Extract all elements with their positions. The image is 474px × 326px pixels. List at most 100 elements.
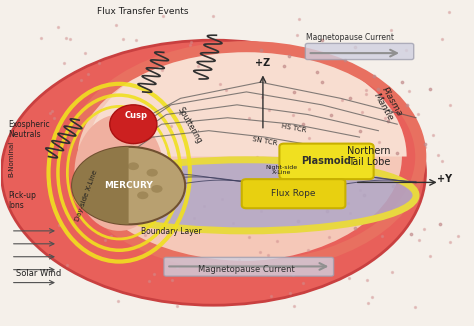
Point xyxy=(191,215,198,221)
Point xyxy=(246,116,253,121)
Point xyxy=(422,141,429,146)
Point xyxy=(345,201,352,206)
Point xyxy=(158,67,166,72)
Point xyxy=(167,209,175,215)
Point xyxy=(337,144,345,149)
Text: Day-side X-Line: Day-side X-Line xyxy=(74,170,98,222)
Text: HS TCR: HS TCR xyxy=(281,123,307,133)
Point xyxy=(120,123,128,128)
Point xyxy=(421,145,428,150)
Point xyxy=(379,215,387,221)
Point xyxy=(264,253,272,258)
Point xyxy=(378,158,386,163)
Point xyxy=(402,47,410,52)
Point xyxy=(217,82,224,87)
Point xyxy=(401,113,409,118)
Point xyxy=(194,63,202,68)
Point xyxy=(316,55,324,60)
Point xyxy=(336,152,343,157)
Point xyxy=(55,24,62,29)
Point xyxy=(245,234,252,240)
FancyBboxPatch shape xyxy=(242,179,346,208)
Point xyxy=(256,250,264,255)
Point xyxy=(335,204,343,209)
Ellipse shape xyxy=(1,40,426,305)
Point xyxy=(114,128,121,133)
Wedge shape xyxy=(72,147,128,224)
Point xyxy=(447,102,454,107)
Point xyxy=(37,35,45,40)
Point xyxy=(287,290,294,296)
Point xyxy=(280,64,288,69)
Point xyxy=(108,234,115,239)
Circle shape xyxy=(104,195,116,202)
Text: Cusp: Cusp xyxy=(124,111,147,120)
Point xyxy=(368,295,376,300)
Circle shape xyxy=(146,169,158,177)
Point xyxy=(338,98,346,103)
Point xyxy=(323,209,330,214)
Point xyxy=(173,264,181,270)
Point xyxy=(356,188,363,193)
Point xyxy=(210,13,217,19)
Point xyxy=(60,60,67,65)
Text: Flux Transfer Events: Flux Transfer Events xyxy=(97,7,189,16)
Point xyxy=(73,98,81,103)
Point xyxy=(384,118,392,124)
Point xyxy=(258,95,265,100)
Point xyxy=(68,116,75,121)
Text: Night-side
X-Line: Night-side X-Line xyxy=(266,165,298,175)
Point xyxy=(389,183,396,188)
Point xyxy=(403,102,410,108)
Point xyxy=(378,233,386,238)
Point xyxy=(360,193,368,198)
Circle shape xyxy=(151,185,163,193)
Point xyxy=(290,89,297,95)
Point xyxy=(351,225,359,230)
Point xyxy=(81,51,89,56)
Circle shape xyxy=(128,162,139,170)
Ellipse shape xyxy=(72,52,402,261)
Point xyxy=(44,180,52,185)
Text: Magnetopause Current: Magnetopause Current xyxy=(306,33,394,42)
Point xyxy=(346,96,354,101)
Point xyxy=(164,104,172,109)
Point xyxy=(445,9,452,15)
Text: Magnetopause Current: Magnetopause Current xyxy=(198,264,295,274)
Point xyxy=(393,151,401,156)
Point xyxy=(187,39,195,44)
Point xyxy=(370,73,377,78)
Text: MERCURY: MERCURY xyxy=(104,181,153,190)
Text: Plasma
Mantle: Plasma Mantle xyxy=(371,85,404,123)
Point xyxy=(405,89,412,94)
Point xyxy=(342,57,349,62)
Text: Flux Rope: Flux Rope xyxy=(271,189,316,198)
Text: +Y: +Y xyxy=(437,174,452,185)
Point xyxy=(159,156,167,162)
Point xyxy=(398,80,406,85)
FancyBboxPatch shape xyxy=(164,258,334,276)
Point xyxy=(411,304,419,309)
Circle shape xyxy=(72,147,185,224)
Point xyxy=(219,197,226,202)
Point xyxy=(257,208,264,213)
Point xyxy=(132,38,140,43)
Point xyxy=(358,110,365,115)
Point xyxy=(304,247,311,252)
Point xyxy=(145,279,153,284)
Text: Plasmoid: Plasmoid xyxy=(301,156,352,166)
Point xyxy=(176,257,183,262)
Point xyxy=(438,159,445,164)
Point xyxy=(426,253,434,259)
Point xyxy=(155,228,162,233)
Point xyxy=(351,44,359,49)
FancyBboxPatch shape xyxy=(305,43,414,60)
Point xyxy=(326,234,333,240)
Point xyxy=(332,177,340,182)
Point xyxy=(200,203,208,209)
Point xyxy=(114,299,122,304)
FancyBboxPatch shape xyxy=(279,144,374,179)
Point xyxy=(84,71,92,77)
Point xyxy=(436,222,443,227)
Text: Boundary Layer: Boundary Layer xyxy=(141,227,201,236)
